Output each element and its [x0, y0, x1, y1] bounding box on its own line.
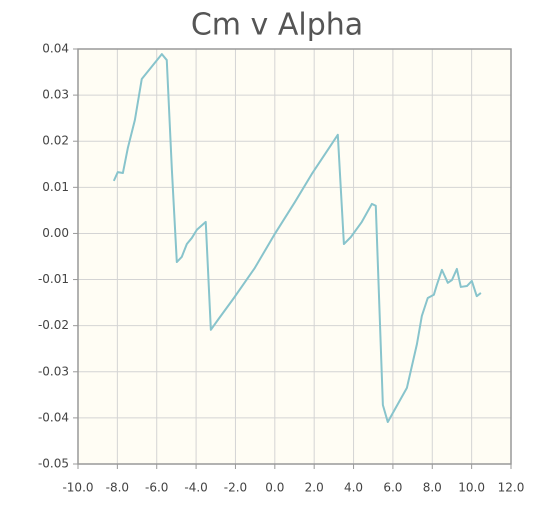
plot-area [78, 49, 511, 464]
chart-title: Cm v Alpha [191, 8, 363, 43]
y-tick-label: 0.04 [42, 42, 69, 56]
x-tick-label: 6.0 [383, 481, 402, 495]
x-tick-label: 8.0 [423, 481, 442, 495]
x-tick-label: 10.0 [458, 481, 485, 495]
data-line [112, 53, 482, 424]
x-tick-label: -6.0 [145, 481, 168, 495]
x-tick-label: 2.0 [305, 481, 324, 495]
x-tick-label: -4.0 [184, 481, 207, 495]
y-tick-label: -0.03 [38, 364, 69, 378]
plot-border [77, 48, 512, 465]
y-tick-label: -0.01 [38, 272, 69, 286]
x-tick-label: 4.0 [344, 481, 363, 495]
y-tick-label: -0.04 [38, 410, 69, 424]
y-tick-label: -0.02 [38, 318, 69, 332]
x-tick-label: 0.0 [265, 481, 284, 495]
y-tick-label: 0.01 [42, 180, 69, 194]
x-tick-label: -2.0 [224, 481, 247, 495]
y-tick-label: 0.03 [42, 88, 69, 102]
x-tick-label: -8.0 [106, 481, 129, 495]
y-tick-label: 0.02 [42, 134, 69, 148]
x-tick-label: -10.0 [62, 481, 93, 495]
x-tick-label: 12.0 [498, 481, 525, 495]
y-tick-label: -0.05 [38, 457, 69, 471]
y-tick-label: 0.00 [42, 226, 69, 240]
